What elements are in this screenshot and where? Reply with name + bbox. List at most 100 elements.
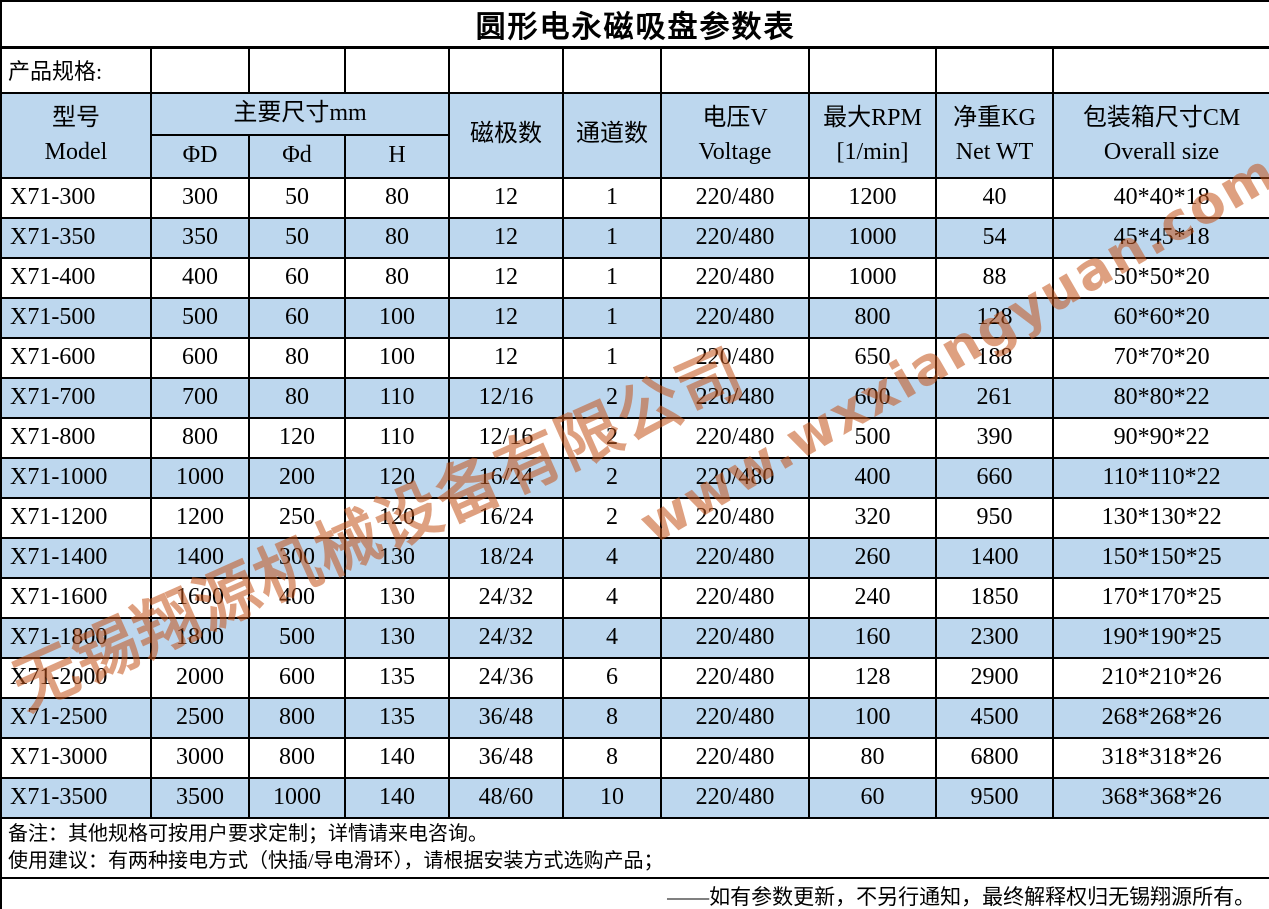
cell-h: 110 bbox=[344, 416, 450, 459]
header-phi-d: Φd bbox=[248, 133, 346, 179]
cell-voltage: 220/480 bbox=[660, 336, 810, 379]
cell-voltage: 220/480 bbox=[660, 776, 810, 819]
cell-phi-D: 500 bbox=[150, 296, 250, 339]
table-row: X71-600 600 80 100 12 1 220/480 650 188 70*70*20 bbox=[0, 336, 1269, 379]
cell-model: X71-700 bbox=[0, 376, 152, 419]
cell-voltage: 220/480 bbox=[660, 376, 810, 419]
cell-model: X71-300 bbox=[0, 176, 152, 219]
cell-weight: 390 bbox=[935, 416, 1054, 459]
product-spec-row: 产品规格: bbox=[0, 46, 1269, 94]
cell-box-size: 268*268*26 bbox=[1051, 696, 1269, 739]
cell-phi-D: 2000 bbox=[150, 656, 250, 699]
cell-box-size: 90*90*22 bbox=[1051, 416, 1269, 459]
cell-rpm: 260 bbox=[808, 536, 937, 579]
cell-box-size: 50*50*20 bbox=[1051, 256, 1269, 299]
cell-channels: 2 bbox=[562, 376, 662, 419]
cell-h: 135 bbox=[344, 656, 450, 699]
cell-poles: 12 bbox=[448, 336, 564, 379]
cell-channels: 8 bbox=[562, 696, 662, 739]
cell-phi-d: 800 bbox=[248, 736, 346, 779]
cell-phi-D: 1600 bbox=[150, 576, 250, 619]
cell-phi-D: 350 bbox=[150, 216, 250, 259]
cell-voltage: 220/480 bbox=[660, 176, 810, 219]
cell-poles: 24/32 bbox=[448, 576, 564, 619]
cell-phi-d: 800 bbox=[248, 696, 346, 739]
cell-channels: 1 bbox=[562, 216, 662, 259]
cell-poles: 36/48 bbox=[448, 696, 564, 739]
cell-voltage: 220/480 bbox=[660, 296, 810, 339]
cell-channels: 6 bbox=[562, 656, 662, 699]
cell-model: X71-2000 bbox=[0, 656, 152, 699]
cell-weight: 2300 bbox=[935, 616, 1054, 659]
cell-phi-d: 80 bbox=[248, 376, 346, 419]
footer-disclaimer: ——如有参数更新，不另行通知，最终解释权归无锡翔源所有。 bbox=[0, 876, 1269, 909]
notes-row: 备注：其他规格可按用户要求定制；详情请来电咨询。 使用建议：有两种接电方式（快插… bbox=[0, 816, 1269, 879]
footer-row: ——如有参数更新，不另行通知，最终解释权归无锡翔源所有。 bbox=[0, 876, 1269, 909]
title-row: 圆形电永磁吸盘参数表 bbox=[0, 0, 1269, 49]
cell-voltage: 220/480 bbox=[660, 496, 810, 539]
cell-rpm: 800 bbox=[808, 296, 937, 339]
cell-phi-d: 80 bbox=[248, 336, 346, 379]
cell-poles: 12 bbox=[448, 296, 564, 339]
table-row: X71-300 300 50 80 12 1 220/480 1200 40 40*40*18 bbox=[0, 176, 1269, 219]
cell-phi-d: 500 bbox=[248, 616, 346, 659]
cell-phi-D: 3000 bbox=[150, 736, 250, 779]
note-usage-advice: 使用建议：有两种接电方式（快插/导电滑环），请根据安装方式选购产品； bbox=[8, 849, 664, 872]
cell-channels: 1 bbox=[562, 256, 662, 299]
cell-rpm: 500 bbox=[808, 416, 937, 459]
header-max-rpm-unit: [1/min] bbox=[836, 139, 909, 165]
header-row-sub: ΦD Φd H bbox=[1, 133, 1269, 179]
cell-box-size: 45*45*18 bbox=[1051, 216, 1269, 259]
table-row: X71-3000 3000 800 140 36/48 8 220/480 80 6800 318… bbox=[0, 736, 1269, 779]
spec-empty-cell bbox=[660, 46, 810, 94]
cell-box-size: 190*190*25 bbox=[1051, 616, 1269, 659]
header-H: H bbox=[344, 133, 450, 179]
cell-phi-D: 1200 bbox=[150, 496, 250, 539]
cell-rpm: 400 bbox=[808, 456, 937, 499]
cell-weight: 188 bbox=[935, 336, 1054, 379]
cell-box-size: 150*150*25 bbox=[1051, 536, 1269, 579]
cell-channels: 1 bbox=[562, 296, 662, 339]
cell-h: 120 bbox=[344, 496, 450, 539]
cell-phi-D: 3500 bbox=[150, 776, 250, 819]
spec-empty-cell bbox=[562, 46, 662, 94]
cell-phi-d: 600 bbox=[248, 656, 346, 699]
cell-phi-D: 1800 bbox=[150, 616, 250, 659]
cell-h: 120 bbox=[344, 456, 450, 499]
cell-rpm: 1000 bbox=[808, 256, 937, 299]
cell-poles: 12 bbox=[448, 256, 564, 299]
spec-empty-cell bbox=[1051, 46, 1269, 94]
spec-empty-cell bbox=[248, 46, 346, 94]
table-row: X71-1400 1400 300 130 18/24 4 220/480 260 1400 15… bbox=[0, 536, 1269, 579]
cell-phi-D: 400 bbox=[150, 256, 250, 299]
cell-phi-D: 1000 bbox=[150, 456, 250, 499]
cell-rpm: 240 bbox=[808, 576, 937, 619]
header-poles: 磁极数 bbox=[448, 91, 564, 179]
cell-phi-D: 700 bbox=[150, 376, 250, 419]
cell-rpm: 650 bbox=[808, 336, 937, 379]
header-voltage-en: Voltage bbox=[698, 139, 772, 165]
header-box-size-en: Overall size bbox=[1103, 139, 1220, 165]
header-net-weight: 净重KG Net WT bbox=[935, 91, 1054, 179]
cell-phi-d: 50 bbox=[248, 176, 346, 219]
cell-model: X71-400 bbox=[0, 256, 152, 299]
table-row: X71-800 800 120 110 12/16 2 220/480 500 390 90*90… bbox=[0, 416, 1269, 459]
header-net-weight-en: Net WT bbox=[955, 139, 1034, 165]
cell-phi-d: 1000 bbox=[248, 776, 346, 819]
cell-h: 130 bbox=[344, 536, 450, 579]
cell-h: 140 bbox=[344, 736, 450, 779]
cell-weight: 1400 bbox=[935, 536, 1054, 579]
cell-weight: 128 bbox=[935, 296, 1054, 339]
table-row: X71-2000 2000 600 135 24/36 6 220/480 128 2900 21… bbox=[0, 656, 1269, 699]
header-box-size: 包装箱尺寸CM Overall size bbox=[1051, 91, 1269, 179]
cell-channels: 1 bbox=[562, 336, 662, 379]
cell-weight: 88 bbox=[935, 256, 1054, 299]
cell-box-size: 80*80*22 bbox=[1051, 376, 1269, 419]
header-channels: 通道数 bbox=[562, 91, 662, 179]
cell-model: X71-1400 bbox=[0, 536, 152, 579]
cell-weight: 9500 bbox=[935, 776, 1054, 819]
cell-poles: 36/48 bbox=[448, 736, 564, 779]
cell-phi-d: 200 bbox=[248, 456, 346, 499]
cell-model: X71-1000 bbox=[0, 456, 152, 499]
cell-rpm: 160 bbox=[808, 616, 937, 659]
